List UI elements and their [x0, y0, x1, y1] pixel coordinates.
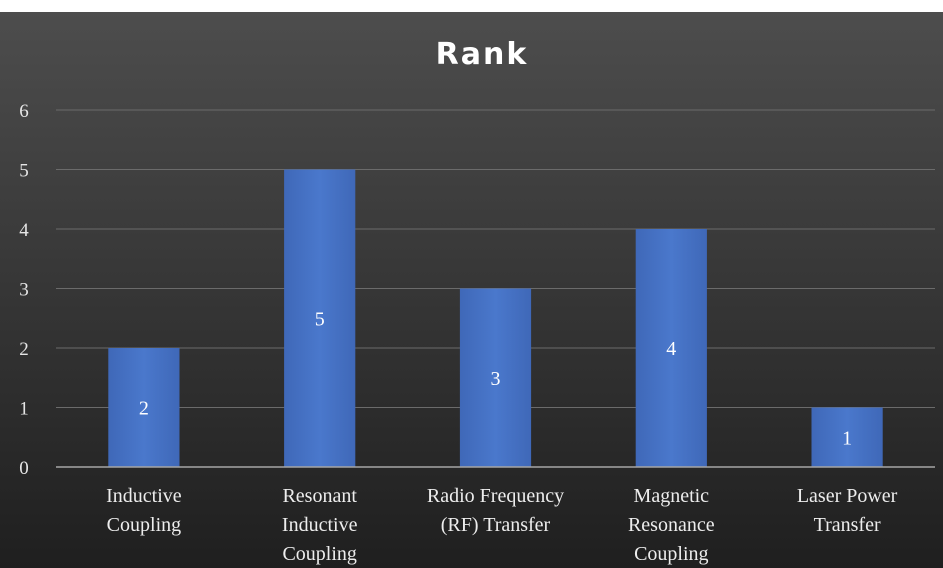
- bar: [284, 169, 356, 467]
- bar: [811, 407, 883, 467]
- x-tick-label: Resonant Inductive Coupling: [282, 485, 358, 565]
- y-tick-label: 2: [19, 339, 29, 360]
- data-label: 4: [666, 338, 676, 360]
- y-tick-label: 5: [19, 161, 29, 182]
- data-label: 5: [315, 308, 325, 330]
- x-tick-label: Inductive Coupling: [106, 485, 182, 536]
- bar: [635, 229, 707, 467]
- x-tick-label: Radio Frequency (RF) Transfer: [427, 485, 564, 536]
- y-tick-label: 4: [19, 220, 29, 241]
- data-label: 1: [842, 427, 852, 449]
- y-tick-label: 3: [19, 280, 29, 301]
- bar: [108, 348, 180, 467]
- y-tick-label: 1: [19, 399, 29, 420]
- x-tick-label: Laser Power Transfer: [797, 485, 898, 536]
- y-tick-label: 6: [19, 101, 29, 122]
- bar: [459, 288, 532, 467]
- y-tick-label: 0: [19, 458, 29, 479]
- x-tick-label: Magnetic Resonance Coupling: [628, 485, 715, 565]
- chart-title: Rank: [436, 37, 529, 72]
- data-label: 2: [139, 398, 149, 420]
- data-label: 3: [491, 368, 501, 390]
